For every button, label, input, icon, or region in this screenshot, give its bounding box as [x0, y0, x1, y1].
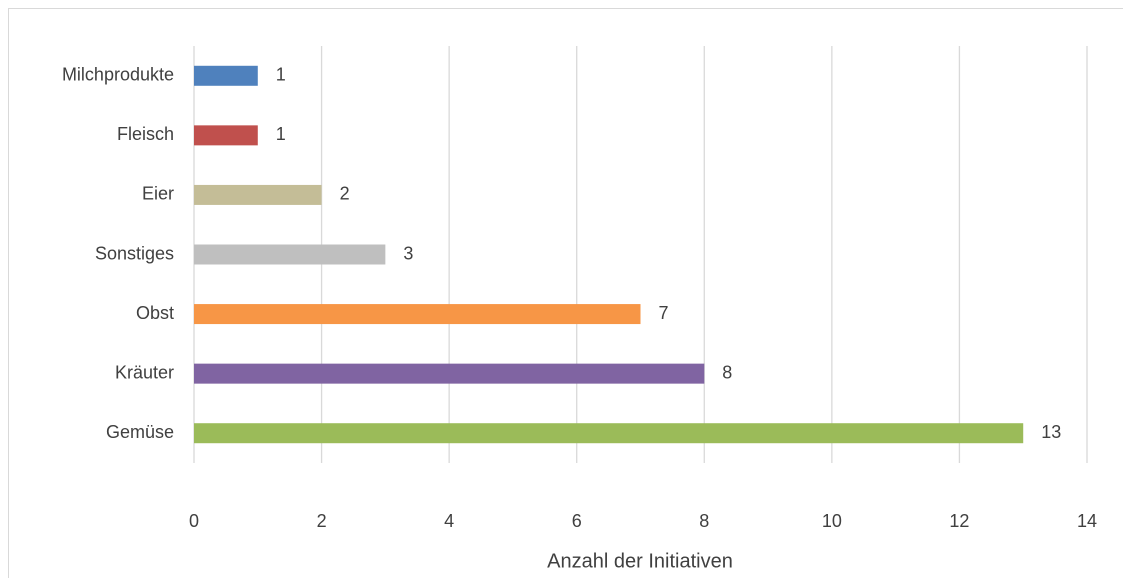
bar: [194, 125, 258, 146]
y-tick-label: Sonstiges: [95, 243, 174, 263]
x-tick-label: 14: [1077, 511, 1097, 531]
y-tick-label: Milchprodukte: [62, 65, 174, 85]
x-tick-label: 8: [699, 511, 709, 531]
y-tick-label: Kräuter: [115, 362, 174, 382]
bar: [194, 363, 705, 384]
chart-frame: [8, 8, 1123, 578]
x-tick-label: 4: [444, 511, 454, 531]
x-tick-label: 6: [572, 511, 582, 531]
data-label: 1: [276, 124, 286, 144]
x-axis-label: Anzahl der Initiativen: [547, 550, 733, 572]
bar: [194, 244, 386, 265]
bar: [194, 184, 322, 205]
x-tick-label: 12: [949, 511, 969, 531]
x-tick-label: 0: [189, 511, 199, 531]
data-label: 1: [276, 65, 286, 85]
x-tick-label: 2: [317, 511, 327, 531]
data-label: 2: [340, 184, 350, 204]
y-tick-label: Gemüse: [106, 422, 174, 442]
data-label: 7: [659, 303, 669, 323]
x-tick-label: 10: [822, 511, 842, 531]
y-tick-label: Fleisch: [117, 124, 174, 144]
bar: [194, 423, 1024, 444]
y-tick-label: Eier: [142, 184, 174, 204]
data-label: 13: [1041, 422, 1061, 442]
y-tick-label: Obst: [136, 303, 174, 323]
bar: [194, 65, 258, 86]
bar: [194, 304, 641, 325]
data-label: 8: [722, 362, 732, 382]
data-label: 3: [403, 243, 413, 263]
